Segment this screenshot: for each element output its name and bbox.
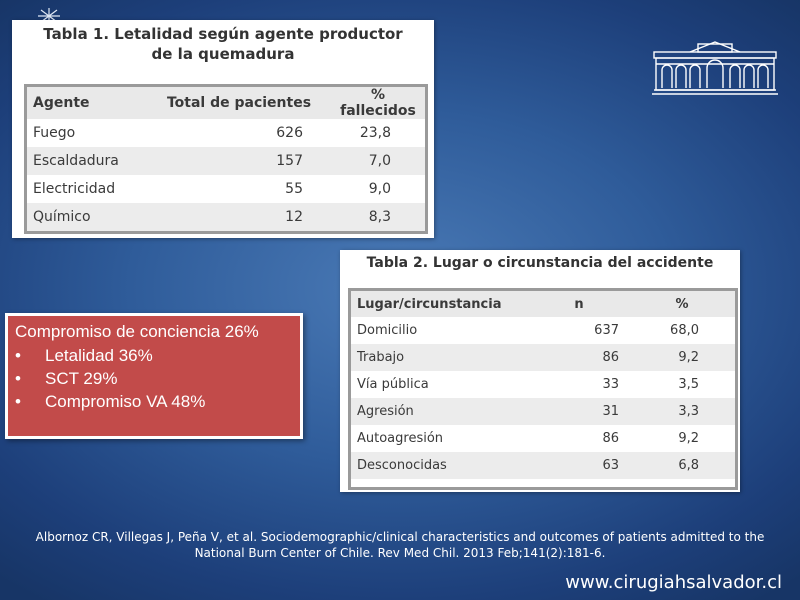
table1: Agente Total de pacientes % fallecidos F…: [27, 87, 425, 231]
table1-header-row: Agente Total de pacientes % fallecidos: [27, 87, 425, 119]
list-item-text: Letalidad 36%: [45, 346, 153, 365]
table2-header-row: Lugar/circunstancia n %: [351, 291, 735, 317]
table-cell: Desconocidas: [351, 452, 533, 479]
table-cell: 637: [533, 317, 639, 344]
list-item: • SCT 29%: [12, 367, 300, 390]
table-cell: 55: [147, 175, 331, 203]
table1-panel: Tabla 1. Letalidad según agente producto…: [12, 20, 434, 238]
bullet: •: [15, 369, 21, 388]
table2: Lugar/circunstancia n % Domicilio 637 68…: [351, 291, 735, 479]
table-row: Electricidad 55 9,0: [27, 175, 425, 203]
citation-line1: Albornoz CR, Villegas J, Peña V, et al. …: [35, 530, 765, 544]
table1-title-line2: de la quemadura: [151, 45, 295, 63]
callout-box: Compromiso de conciencia 26% • Letalidad …: [5, 313, 303, 439]
table-cell: 68,0: [639, 317, 735, 344]
table-row: Trabajo 86 9,2: [351, 344, 735, 371]
table1-title-line1: Tabla 1. Letalidad según agente producto…: [43, 25, 403, 43]
table-cell: 63: [533, 452, 639, 479]
table-cell: 33: [533, 371, 639, 398]
table2-frame: Lugar/circunstancia n % Domicilio 637 68…: [348, 288, 738, 490]
table-cell: 86: [533, 425, 639, 452]
table-cell: Autoagresión: [351, 425, 533, 452]
table-cell: 23,8: [331, 119, 425, 147]
table-cell: Domicilio: [351, 317, 533, 344]
callout-list: • Letalidad 36% • SCT 29% • Compromiso VA 4…: [12, 344, 300, 413]
table-cell: 31: [533, 398, 639, 425]
table-cell: 8,3: [331, 203, 425, 231]
table-cell: 6,8: [639, 452, 735, 479]
site-url: www.cirugiahsalvador.cl: [565, 572, 782, 593]
table-row: Escaldadura 157 7,0: [27, 147, 425, 175]
bullet: •: [15, 346, 21, 365]
table1-header-total: Total de pacientes: [147, 87, 331, 119]
table-cell: 7,0: [331, 147, 425, 175]
bullet: •: [15, 392, 21, 411]
table-row: Fuego 626 23,8: [27, 119, 425, 147]
callout-heading: Compromiso de conciencia 26%: [15, 322, 259, 341]
table-cell: Agresión: [351, 398, 533, 425]
list-item-text: Compromiso VA 48%: [45, 392, 206, 411]
table-cell: 86: [533, 344, 639, 371]
table-row: Desconocidas 63 6,8: [351, 452, 735, 479]
table2-header-pct: %: [639, 291, 735, 317]
table2-header-lugar: Lugar/circunstancia: [351, 291, 533, 317]
table-cell: Fuego: [27, 119, 147, 147]
table-cell: Vía pública: [351, 371, 533, 398]
table2-panel: Tabla 2. Lugar o circunstancia del accid…: [340, 250, 740, 492]
table1-header-agente: Agente: [27, 87, 147, 119]
table1-header-fallecidos: % fallecidos: [331, 87, 425, 119]
table-cell: 9,2: [639, 344, 735, 371]
list-item: • Compromiso VA 48%: [12, 390, 300, 413]
list-item: • Letalidad 36%: [12, 344, 300, 367]
table-row: Vía pública 33 3,5: [351, 371, 735, 398]
table1-frame: Agente Total de pacientes % fallecidos F…: [24, 84, 428, 234]
table2-header-n: n: [533, 291, 639, 317]
hospital-building-icon: [652, 41, 778, 95]
table-cell: Trabajo: [351, 344, 533, 371]
table-cell: 3,5: [639, 371, 735, 398]
table-row: Agresión 31 3,3: [351, 398, 735, 425]
table1-title: Tabla 1. Letalidad según agente producto…: [12, 24, 434, 64]
table-cell: 157: [147, 147, 331, 175]
citation: Albornoz CR, Villegas J, Peña V, et al. …: [10, 529, 790, 561]
citation-line2: National Burn Center of Chile. Rev Med C…: [194, 546, 606, 560]
table-cell: 12: [147, 203, 331, 231]
table-row: Autoagresión 86 9,2: [351, 425, 735, 452]
table2-title: Tabla 2. Lugar o circunstancia del accid…: [366, 255, 714, 271]
list-item-text: SCT 29%: [45, 369, 118, 388]
table-cell: Escaldadura: [27, 147, 147, 175]
table-cell: Electricidad: [27, 175, 147, 203]
table-cell: 9,0: [331, 175, 425, 203]
table-row: Químico 12 8,3: [27, 203, 425, 231]
table-cell: 9,2: [639, 425, 735, 452]
table-cell: 3,3: [639, 398, 735, 425]
table-cell: 626: [147, 119, 331, 147]
table-row: Domicilio 637 68,0: [351, 317, 735, 344]
table-cell: Químico: [27, 203, 147, 231]
